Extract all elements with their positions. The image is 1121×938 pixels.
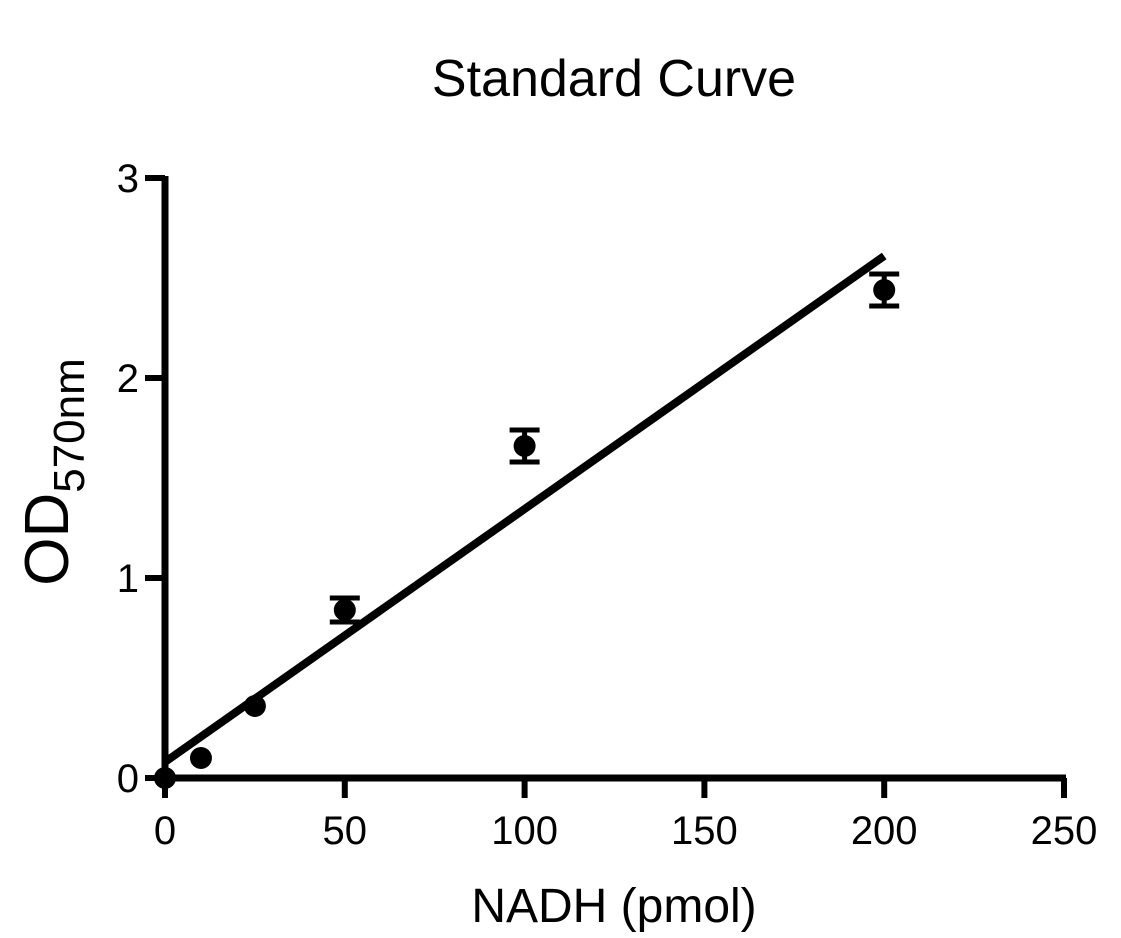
- data-points: [154, 271, 900, 789]
- fit-line: [162, 252, 887, 766]
- x-tick-label: 200: [851, 809, 918, 853]
- fit-line-group: [162, 252, 887, 766]
- x-tick-label: 150: [671, 809, 738, 853]
- y-tick-label: 2: [117, 357, 139, 401]
- y-axis-ticks: 0 1 2 3: [117, 157, 165, 801]
- axes: [161, 176, 1066, 782]
- y-axis-label-main: OD: [13, 493, 82, 586]
- y-tick-label: 3: [117, 157, 139, 201]
- y-axis-label: OD570nm: [13, 358, 94, 586]
- x-tick-label: 0: [154, 809, 176, 853]
- x-axis-label: NADH (pmol): [471, 880, 756, 933]
- data-point: [154, 767, 176, 789]
- y-axis-label-subscript: 570nm: [45, 358, 94, 493]
- x-tick-label: 100: [491, 809, 558, 853]
- data-point: [189, 747, 212, 769]
- x-tick-label: 250: [1031, 809, 1098, 853]
- data-point: [873, 279, 896, 301]
- x-axis-ticks: 0 50 100 150 200 250: [154, 778, 1098, 853]
- chart-title: Standard Curve: [432, 50, 796, 108]
- data-point: [333, 599, 356, 621]
- x-tick-label: 50: [323, 809, 368, 853]
- y-tick-label: 0: [117, 757, 139, 801]
- data-point: [243, 695, 266, 717]
- y-tick-label: 1: [117, 557, 139, 601]
- data-point: [513, 435, 536, 457]
